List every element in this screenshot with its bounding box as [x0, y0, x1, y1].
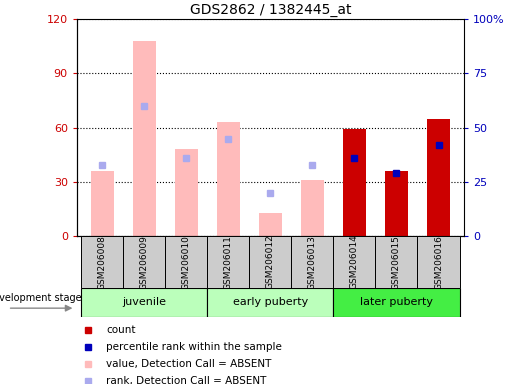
Text: juvenile: juvenile	[122, 297, 166, 308]
Text: GSM206008: GSM206008	[98, 235, 107, 290]
Text: GSM206016: GSM206016	[434, 235, 443, 290]
Bar	[249, 236, 292, 288]
Text: count: count	[106, 326, 136, 336]
Title: GDS2862 / 1382445_at: GDS2862 / 1382445_at	[190, 3, 351, 17]
Text: rank, Detection Call = ABSENT: rank, Detection Call = ABSENT	[106, 376, 267, 384]
Bar	[81, 288, 207, 317]
Bar	[91, 171, 113, 236]
Bar	[385, 171, 408, 236]
Text: GSM206010: GSM206010	[182, 235, 191, 290]
Bar	[165, 236, 207, 288]
Bar	[292, 236, 333, 288]
Bar	[259, 213, 282, 236]
Bar	[333, 288, 460, 317]
Text: percentile rank within the sample: percentile rank within the sample	[106, 343, 282, 353]
Bar	[427, 119, 450, 236]
Bar	[207, 236, 249, 288]
Bar	[217, 122, 240, 236]
Bar	[81, 236, 123, 288]
Text: GSM206014: GSM206014	[350, 235, 359, 290]
Bar	[343, 129, 366, 236]
Text: early puberty: early puberty	[233, 297, 308, 308]
Text: later puberty: later puberty	[360, 297, 433, 308]
Text: value, Detection Call = ABSENT: value, Detection Call = ABSENT	[106, 359, 271, 369]
Bar	[207, 288, 333, 317]
Bar	[301, 180, 324, 236]
Bar	[418, 236, 460, 288]
Text: GSM206012: GSM206012	[266, 235, 275, 290]
Bar	[375, 236, 418, 288]
Bar	[132, 41, 156, 236]
Text: development stage: development stage	[0, 293, 82, 303]
Text: GSM206015: GSM206015	[392, 235, 401, 290]
Bar	[123, 236, 165, 288]
Text: GSM206011: GSM206011	[224, 235, 233, 290]
Text: GSM206013: GSM206013	[308, 235, 317, 290]
Bar	[174, 149, 198, 236]
Bar	[333, 236, 375, 288]
Text: GSM206009: GSM206009	[139, 235, 148, 290]
